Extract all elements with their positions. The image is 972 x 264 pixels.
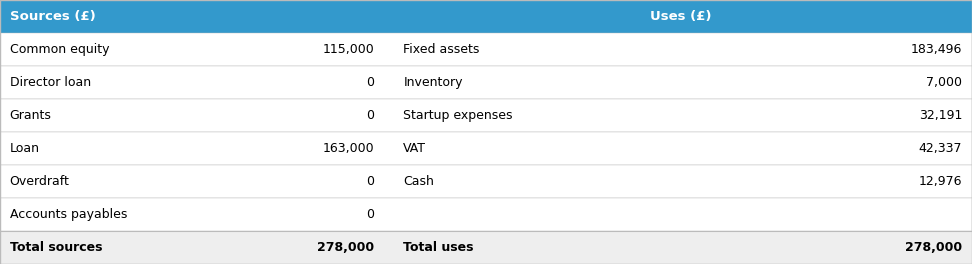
FancyBboxPatch shape (0, 33, 972, 66)
FancyBboxPatch shape (0, 0, 972, 33)
Text: Common equity: Common equity (10, 43, 109, 56)
Text: 183,496: 183,496 (911, 43, 962, 56)
Text: 0: 0 (366, 208, 374, 221)
Text: 163,000: 163,000 (323, 142, 374, 155)
Text: 12,976: 12,976 (919, 175, 962, 188)
Text: Loan: Loan (10, 142, 40, 155)
Text: 0: 0 (366, 175, 374, 188)
FancyBboxPatch shape (0, 198, 972, 231)
Text: Total uses: Total uses (403, 241, 474, 254)
Text: Fixed assets: Fixed assets (403, 43, 480, 56)
Text: 42,337: 42,337 (919, 142, 962, 155)
FancyBboxPatch shape (0, 99, 972, 132)
Text: 278,000: 278,000 (317, 241, 374, 254)
Text: Startup expenses: Startup expenses (403, 109, 513, 122)
Text: VAT: VAT (403, 142, 427, 155)
FancyBboxPatch shape (0, 66, 972, 99)
Text: 32,191: 32,191 (919, 109, 962, 122)
Text: 7,000: 7,000 (926, 76, 962, 89)
Text: Sources (£): Sources (£) (10, 10, 95, 23)
Text: Accounts payables: Accounts payables (10, 208, 127, 221)
FancyBboxPatch shape (0, 165, 972, 198)
Text: Total sources: Total sources (10, 241, 102, 254)
Text: 0: 0 (366, 76, 374, 89)
Text: Cash: Cash (403, 175, 434, 188)
Text: Overdraft: Overdraft (10, 175, 70, 188)
Text: 115,000: 115,000 (323, 43, 374, 56)
FancyBboxPatch shape (0, 231, 972, 264)
Text: 0: 0 (366, 109, 374, 122)
Text: Grants: Grants (10, 109, 52, 122)
Text: Director loan: Director loan (10, 76, 90, 89)
Text: Uses (£): Uses (£) (649, 10, 712, 23)
Text: 278,000: 278,000 (905, 241, 962, 254)
Text: Inventory: Inventory (403, 76, 463, 89)
FancyBboxPatch shape (0, 132, 972, 165)
